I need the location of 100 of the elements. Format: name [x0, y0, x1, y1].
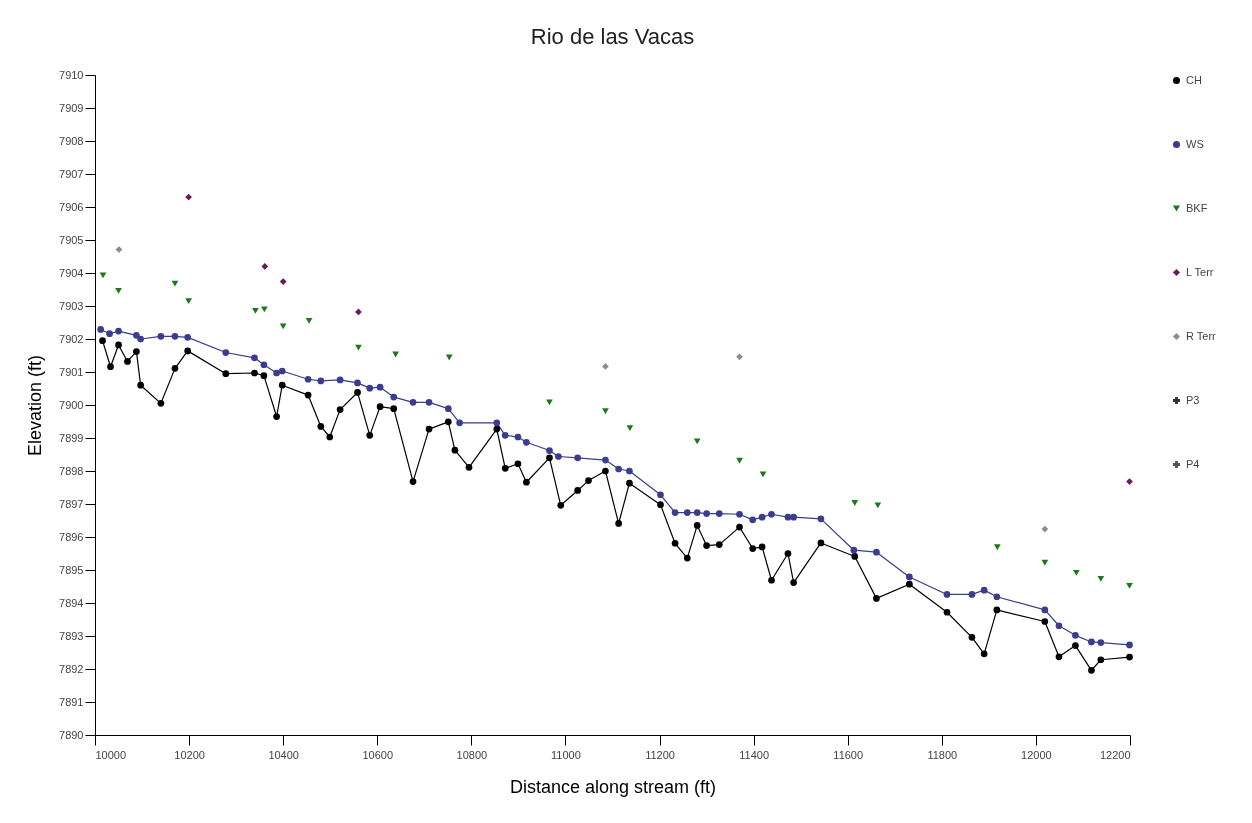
point	[626, 425, 634, 432]
point	[906, 573, 913, 581]
y-tick-label: 7893	[59, 629, 84, 642]
point	[184, 334, 192, 341]
point	[873, 548, 880, 556]
point	[354, 379, 361, 387]
point	[390, 393, 398, 401]
y-axis-title: Elevation (ft)	[25, 354, 46, 457]
x-tick-label: 11400	[739, 748, 770, 761]
y-tick-label: 7895	[59, 563, 84, 576]
point	[602, 408, 609, 415]
y-tick-label: 7899	[59, 431, 84, 444]
legend-label: CH	[1186, 73, 1202, 86]
point	[851, 500, 859, 506]
x-tick-label: 10600	[362, 748, 394, 761]
x-tick-label: 11600	[833, 748, 864, 761]
point	[251, 354, 258, 362]
y-tick-label: 7910	[59, 68, 84, 81]
point	[157, 333, 165, 340]
point	[1055, 622, 1063, 630]
point	[97, 326, 104, 333]
y-tick-label: 7897	[59, 497, 84, 510]
point	[260, 361, 268, 369]
point	[850, 546, 858, 554]
legend-label: WS	[1186, 137, 1204, 150]
y-tick-label: 7906	[59, 200, 84, 213]
point	[1126, 478, 1133, 485]
point	[1041, 606, 1049, 614]
legend-label: P3	[1186, 393, 1200, 406]
y-tick-label: 7894	[59, 596, 84, 609]
point	[943, 591, 951, 598]
x-tick-label: 10400	[268, 748, 299, 761]
point	[1126, 641, 1133, 649]
y-tick-label: 7904	[59, 266, 84, 279]
point	[693, 438, 701, 445]
chart-title: Rio de las Vacas	[530, 24, 695, 49]
x-tick-label: 11800	[927, 748, 958, 761]
point	[602, 363, 609, 370]
y-tick-label: 7898	[59, 464, 84, 477]
x-tick-label: 12000	[1021, 748, 1052, 761]
y-tick-label: 7903	[59, 299, 84, 312]
point	[273, 369, 280, 377]
point	[736, 510, 743, 518]
point	[185, 193, 192, 201]
x-axis-title: Distance along stream (ft)	[509, 776, 717, 797]
point	[185, 298, 192, 304]
legend-label: BKF	[1186, 201, 1208, 214]
point	[317, 377, 325, 385]
point	[980, 586, 988, 594]
point	[99, 272, 107, 279]
point	[115, 287, 122, 294]
x-tick-label: 10200	[174, 748, 205, 761]
y-tick-label: 7902	[59, 332, 84, 345]
point	[304, 375, 312, 383]
point	[171, 280, 179, 287]
point	[456, 419, 463, 427]
point	[1073, 570, 1080, 576]
y-tick-label: 7901	[59, 365, 84, 378]
point	[279, 278, 287, 285]
y-tick-label: 7892	[59, 662, 84, 675]
point	[222, 349, 230, 356]
point	[817, 515, 825, 523]
point	[305, 317, 313, 324]
point	[993, 593, 1001, 601]
point	[715, 510, 723, 517]
point	[602, 456, 609, 464]
point	[759, 471, 767, 478]
y-tick-label: 7896	[59, 530, 84, 543]
y-tick-label: 7907	[59, 167, 84, 180]
point	[366, 384, 374, 392]
point	[574, 454, 582, 462]
x-tick-label: 11000	[551, 748, 581, 761]
point	[546, 447, 553, 454]
point	[993, 544, 1001, 551]
point	[171, 333, 179, 340]
point	[115, 327, 122, 335]
point	[278, 367, 286, 375]
x-tick-label: 10800	[456, 748, 488, 761]
point	[749, 516, 757, 524]
point	[106, 330, 113, 338]
point	[1097, 576, 1105, 582]
point	[546, 399, 553, 406]
y-tick-label: 7908	[59, 134, 84, 147]
point	[252, 308, 259, 314]
point	[261, 306, 268, 313]
point	[758, 513, 766, 521]
point	[444, 405, 452, 412]
point	[626, 467, 633, 475]
point	[683, 509, 691, 516]
legend-label: R Terr	[1186, 329, 1217, 342]
point	[261, 263, 269, 270]
point	[1088, 638, 1095, 646]
point	[768, 510, 775, 518]
point	[657, 491, 664, 499]
point	[1041, 559, 1049, 566]
point	[790, 513, 797, 521]
point	[523, 438, 530, 446]
point	[703, 510, 710, 517]
y-tick-label: 7909	[59, 101, 84, 114]
point	[409, 399, 417, 406]
